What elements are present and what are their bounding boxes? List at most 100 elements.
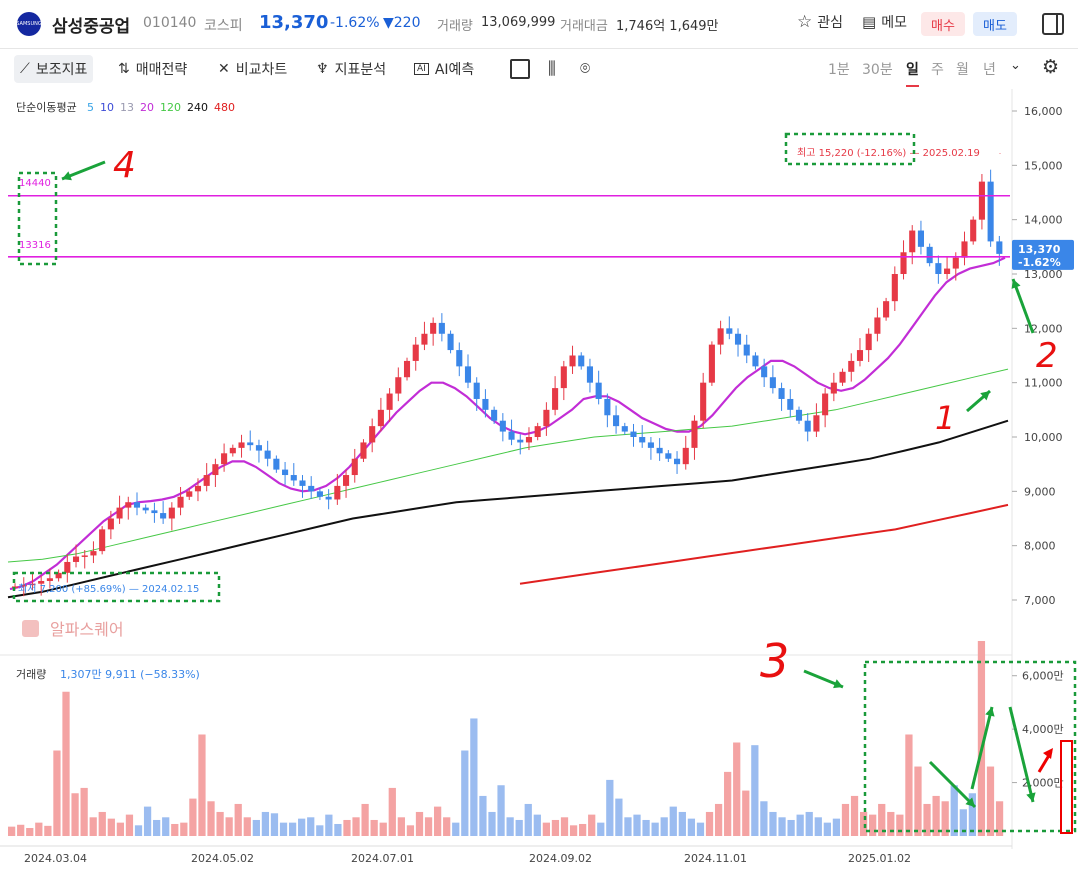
volume-bar bbox=[896, 814, 904, 836]
volume-bar bbox=[887, 811, 895, 836]
annotation-number-4: 4 bbox=[113, 145, 136, 186]
timeframe-5[interactable]: 년 bbox=[983, 62, 996, 78]
timeframe-3[interactable]: 주 bbox=[931, 62, 944, 78]
volume-bar bbox=[298, 818, 306, 836]
horizontal-lines: 14440 13316 bbox=[8, 178, 1010, 258]
annotation-arrow bbox=[970, 706, 994, 790]
volume-bar bbox=[932, 795, 940, 836]
volume-bar bbox=[642, 819, 650, 836]
candle-body bbox=[133, 502, 141, 508]
volume-summary: 1,307만 9,911 (−58.33%) bbox=[60, 668, 200, 681]
candle-body bbox=[569, 355, 576, 367]
candle-body bbox=[125, 502, 132, 508]
ma-legend-20: 20 bbox=[140, 101, 154, 114]
annotation-arrowhead bbox=[965, 797, 975, 807]
volume-bar bbox=[80, 787, 88, 836]
ma-line-480 bbox=[519, 503, 1009, 585]
current-price-value: 13,370 bbox=[1018, 243, 1061, 256]
candle-body bbox=[874, 317, 881, 334]
volume-bar bbox=[488, 811, 496, 836]
volume-bar bbox=[751, 745, 759, 836]
annotation-arrowhead bbox=[985, 707, 995, 717]
candle-body bbox=[926, 246, 933, 264]
volume-bar bbox=[71, 793, 79, 836]
volume-bar bbox=[243, 817, 251, 836]
indicator-button[interactable]: ⟋ 보조지표 bbox=[14, 55, 94, 83]
volume-bar bbox=[823, 822, 831, 836]
candle-body bbox=[978, 181, 985, 220]
memo-icon: ▤ bbox=[862, 13, 877, 31]
volume-bar bbox=[143, 806, 152, 836]
buy-button[interactable]: 매수 bbox=[921, 12, 965, 36]
volume-bar bbox=[198, 734, 206, 836]
watermark-logo bbox=[22, 620, 39, 637]
volume-bar bbox=[234, 803, 242, 836]
candle-body bbox=[412, 344, 419, 361]
settings-gear-icon[interactable]: ⚙ bbox=[1042, 56, 1060, 78]
price-chart: 단순이동평균 5 10 13 20 120 240 480 16,00015,00014,00… bbox=[0, 89, 1077, 865]
watch-button[interactable]: ☆ 관심 bbox=[797, 12, 844, 32]
timeframe-2[interactable]: 일 bbox=[906, 59, 919, 87]
candle-body bbox=[447, 333, 454, 351]
candle-body bbox=[970, 219, 977, 242]
volume-bar bbox=[769, 811, 777, 836]
sell-button[interactable]: 매도 bbox=[973, 12, 1017, 36]
candle-body bbox=[290, 475, 297, 481]
volume-bar bbox=[252, 819, 260, 836]
volume-bar bbox=[325, 814, 333, 836]
volume-bar bbox=[760, 801, 768, 836]
volume-bar bbox=[125, 814, 134, 836]
date-axis: 2024.03.04 2024.05.02 2024.07.01 2024.09.02… bbox=[0, 845, 1012, 865]
camera-icon[interactable]: ⌾ bbox=[580, 59, 591, 79]
volume-bar bbox=[180, 822, 188, 836]
volume-bar bbox=[742, 790, 750, 836]
volume-bar bbox=[116, 822, 125, 836]
volume-bar bbox=[579, 823, 587, 836]
candle-body bbox=[674, 458, 681, 465]
candle-body bbox=[90, 551, 97, 556]
volume-bar bbox=[959, 809, 967, 836]
volume-bar bbox=[98, 811, 106, 836]
volume-bar bbox=[624, 817, 632, 836]
volume-bar bbox=[497, 785, 505, 836]
x-tick-label: 2024.11.01 bbox=[684, 852, 747, 865]
volume-bar bbox=[307, 817, 315, 836]
chevron-down-icon[interactable]: ⌄ bbox=[1010, 58, 1021, 73]
ma-legend-13: 13 bbox=[120, 101, 134, 114]
ai-chip-icon: AI bbox=[414, 63, 429, 75]
strategy-button[interactable]: ⇅ 매매전략 bbox=[118, 61, 188, 78]
candle-body bbox=[665, 453, 672, 459]
volume-value: 13,069,999 bbox=[481, 15, 556, 30]
annotation-number-2: 2 bbox=[1036, 336, 1058, 376]
candle-body bbox=[534, 426, 541, 437]
volume-bar bbox=[479, 795, 487, 836]
y-tick-label: 9,000 bbox=[1024, 485, 1056, 498]
amount-label: 거래대금 bbox=[560, 19, 608, 34]
volume-bar bbox=[515, 819, 523, 836]
timeframe-1[interactable]: 30분 bbox=[862, 62, 893, 78]
compare-button[interactable]: ✕ 비교차트 bbox=[218, 61, 288, 78]
analysis-button[interactable]: ♆ 지표분석 bbox=[316, 61, 387, 78]
volume-bar bbox=[162, 817, 170, 836]
candle-body bbox=[325, 496, 332, 500]
hand-annotations: 4 2 1 3 bbox=[12, 132, 1077, 834]
candle-body bbox=[865, 333, 872, 351]
candle-type-icon[interactable]: ⫼ bbox=[548, 59, 556, 79]
panel-toggle-icon[interactable] bbox=[1042, 13, 1064, 35]
timeframe-0[interactable]: 1분 bbox=[828, 62, 850, 78]
high-label: 최고 15,220 (-12.16%) — 2025.02.19 bbox=[797, 147, 980, 159]
stock-header: SAMSUNG 삼성중공업 010140 코스피 13,370 -1.62% ▼… bbox=[0, 0, 1078, 49]
volume-bar bbox=[905, 734, 913, 836]
timeframe-4[interactable]: 월 bbox=[956, 62, 969, 78]
memo-button[interactable]: ▤ 메모 bbox=[862, 13, 907, 31]
y-tick-label: 10,000 bbox=[1024, 431, 1063, 444]
ai-predict-button[interactable]: AI AI예측 bbox=[414, 59, 474, 79]
candle-body bbox=[72, 556, 80, 562]
volume-bar bbox=[288, 822, 297, 836]
drawing-box-icon[interactable] bbox=[510, 59, 530, 79]
moving-average-lines bbox=[7, 256, 1009, 599]
volume-bar bbox=[850, 795, 859, 836]
annotation-arrowhead bbox=[980, 391, 990, 401]
volume-bar bbox=[832, 818, 841, 836]
ma-legend-10: 10 bbox=[100, 101, 114, 114]
